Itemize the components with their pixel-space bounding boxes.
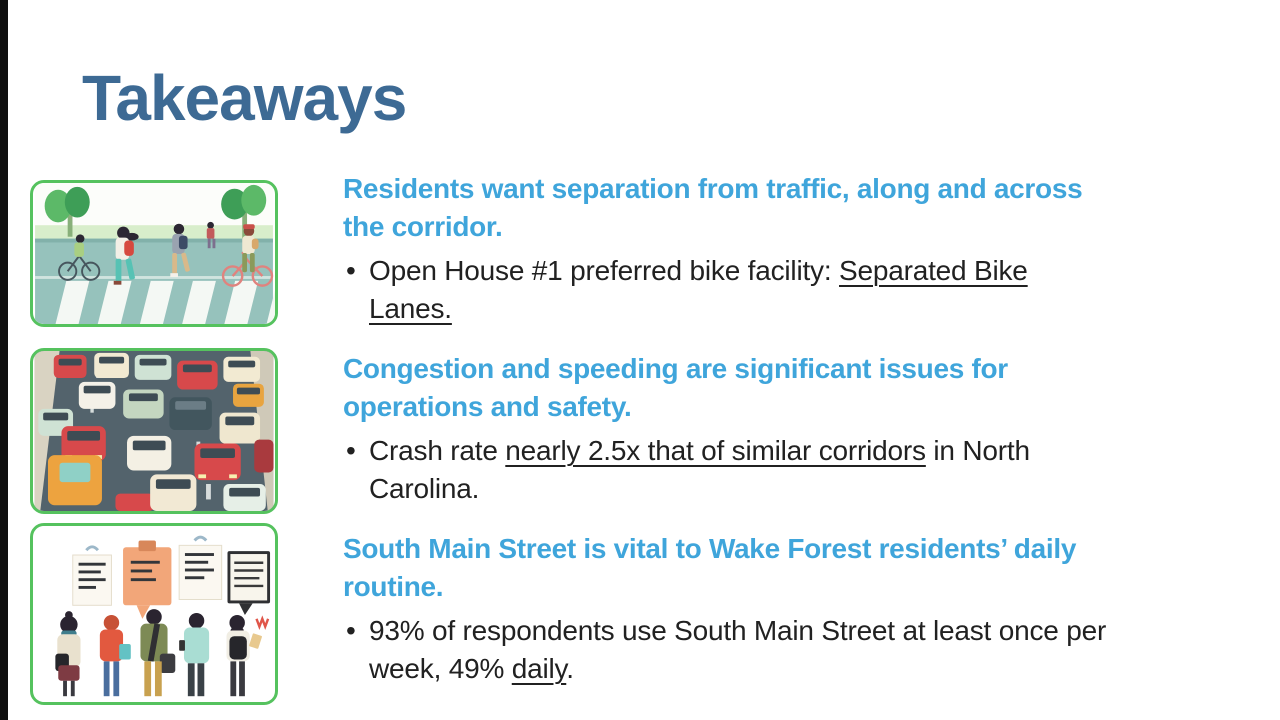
takeaway-heading: South Main Street is vital to Wake Fores…	[343, 533, 1077, 602]
public-engagement-illustration	[30, 523, 278, 705]
takeaway-block: Congestion and speeding are significant …	[343, 350, 1213, 508]
takeaway-heading: Congestion and speeding are significant …	[343, 353, 1008, 422]
bullet-dot: •	[346, 255, 356, 286]
bullet-dot: •	[346, 435, 356, 466]
takeaway-list: Residents want separation from traffic, …	[343, 170, 1213, 710]
page-title: Takeaways	[82, 62, 407, 134]
bullet-text: Open House #1 preferred bike facility: S…	[369, 255, 1028, 324]
bullet-item: • Crash rate nearly 2.5x that of similar…	[343, 432, 1213, 508]
people-with-clipboards-graphic	[34, 526, 274, 702]
bullet-text: Crash rate nearly 2.5x that of similar c…	[369, 435, 1030, 504]
crosswalk-scene-graphic	[35, 183, 275, 324]
traffic-jam-graphic	[34, 351, 274, 511]
bullet-item: • Open House #1 preferred bike facility:…	[343, 252, 1213, 328]
takeaway-block: South Main Street is vital to Wake Fores…	[343, 530, 1213, 688]
takeaway-heading: Residents want separation from traffic, …	[343, 173, 1083, 242]
takeaway-block: Residents want separation from traffic, …	[343, 170, 1213, 328]
bullet-item: • 93% of respondents use South Main Stre…	[343, 612, 1213, 688]
bullet-dot: •	[346, 615, 356, 646]
traffic-congestion-illustration	[30, 348, 278, 514]
pedestrians-crossing-illustration	[30, 180, 278, 327]
bullet-text: 93% of respondents use South Main Street…	[369, 615, 1107, 684]
left-black-bar	[0, 0, 8, 720]
